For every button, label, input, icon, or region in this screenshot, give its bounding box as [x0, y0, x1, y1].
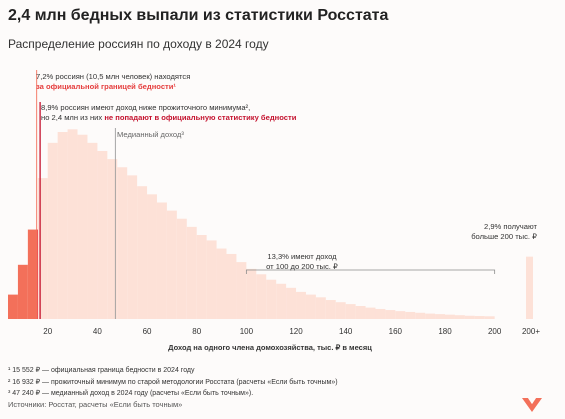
bar — [484, 316, 495, 319]
x-tick-label: 60 — [143, 327, 152, 336]
x-tick-label: 160 — [389, 327, 403, 336]
poverty-annotation-line1: 7,2% россиян (10,5 млн человек) находятс… — [36, 72, 191, 81]
reference-lines — [36, 70, 496, 319]
bar — [335, 302, 346, 319]
x-tick-label: 140 — [339, 327, 353, 336]
bar — [97, 150, 108, 319]
bar — [385, 310, 396, 319]
bar — [156, 202, 167, 319]
bar — [226, 253, 237, 319]
poverty-annotation: 7,2% россиян (10,5 млн человек) находятс… — [36, 72, 190, 92]
bar — [196, 234, 207, 319]
bar — [47, 142, 58, 319]
x-tick-label: 120 — [289, 327, 303, 336]
subsistence-annotation-line2-highlight: не попадают в официальную статистику бед… — [104, 113, 297, 122]
bar — [117, 167, 128, 319]
bar — [256, 274, 267, 319]
bar — [57, 132, 68, 319]
footnote-3: ³ 47 240 ₽ — медианный доход в 2024 году… — [8, 390, 254, 397]
footnote-1: ¹ 15 552 ₽ — официальная граница бедност… — [8, 367, 195, 374]
range-annotation: 13,3% имеют доход от 100 до 200 тыс. ₽ — [232, 252, 372, 272]
bar — [206, 240, 217, 319]
x-tick-label: 200 — [488, 327, 502, 336]
bar — [37, 178, 48, 319]
range-bracket — [245, 269, 496, 274]
bar — [315, 297, 326, 319]
bar — [127, 175, 138, 319]
median-annotation: Медианный доход³ — [117, 130, 184, 139]
bar — [8, 294, 18, 319]
source-note: Источники: Росстат, расчеты «Если быть т… — [8, 400, 183, 409]
poverty-annotation-line2: за официальной границей бедности¹ — [36, 82, 176, 91]
bar — [464, 315, 475, 319]
bar — [77, 134, 88, 319]
subsistence-annotation-line2-start: но 2,4 млн из них — [41, 113, 105, 122]
bar — [216, 248, 227, 319]
bar — [296, 291, 306, 319]
top-annotation-line1: 2,9% получают — [483, 222, 537, 231]
x-tick-label: 200+ — [522, 327, 540, 336]
x-tick-label: 180 — [438, 327, 452, 336]
bar — [345, 304, 356, 319]
bar — [137, 186, 148, 319]
bar — [415, 312, 426, 319]
bar — [147, 194, 157, 319]
bar-below-poverty — [27, 229, 37, 319]
bar — [286, 287, 297, 319]
histogram-bars — [8, 129, 533, 319]
bar — [266, 279, 277, 319]
x-tick-label: 20 — [43, 327, 52, 336]
x-tick-label: 80 — [192, 327, 201, 336]
bar — [435, 314, 446, 319]
top-annotation: 2,9% получают больше 200 тыс. ₽ — [447, 222, 537, 242]
bar — [87, 142, 98, 319]
x-axis-label: Доход на одного члена домохозяйства, тыс… — [168, 343, 372, 352]
top-annotation-line2: больше 200 тыс. ₽ — [471, 232, 537, 241]
subsistence-annotation: 8,9% россиян имеют доход ниже прожиточно… — [41, 103, 296, 123]
bar — [355, 305, 366, 319]
chart-title: 2,4 млн бедных выпали из статистики Росс… — [8, 7, 389, 24]
bar — [17, 264, 28, 319]
range-annotation-line1: 13,3% имеют доход — [267, 252, 337, 261]
bar — [365, 307, 376, 319]
x-tick-label: 40 — [93, 327, 102, 336]
bar — [107, 159, 118, 319]
x-axis-ticks: 20 40 60 80 100 120 140 160 180 200 200+ — [43, 327, 540, 336]
x-tick-label: 100 — [240, 327, 254, 336]
bar — [395, 311, 406, 319]
bar — [186, 226, 197, 319]
bar — [526, 256, 533, 319]
bar — [305, 294, 316, 319]
bar — [166, 210, 177, 319]
bar — [67, 129, 78, 319]
bar — [474, 316, 485, 319]
bar — [375, 308, 386, 319]
bar — [454, 315, 465, 319]
subsistence-annotation-line2: но 2,4 млн из них не попадают в официаль… — [41, 113, 296, 123]
bar — [176, 218, 187, 319]
chart-subtitle: Распределение россиян по доходу в 2024 г… — [8, 37, 269, 51]
bar — [246, 268, 257, 319]
subsistence-annotation-line1: 8,9% россиян имеют доход ниже прожиточно… — [41, 103, 251, 112]
bar — [325, 300, 336, 319]
bar — [236, 262, 247, 319]
bar — [276, 283, 287, 319]
footnote-2: ² 16 932 ₽ — прожиточный минимум по стар… — [8, 379, 338, 386]
bar — [425, 313, 436, 319]
bar — [445, 314, 455, 319]
brand-logo-icon — [522, 398, 542, 412]
range-annotation-line2: от 100 до 200 тыс. ₽ — [266, 262, 338, 271]
bar — [405, 311, 416, 319]
